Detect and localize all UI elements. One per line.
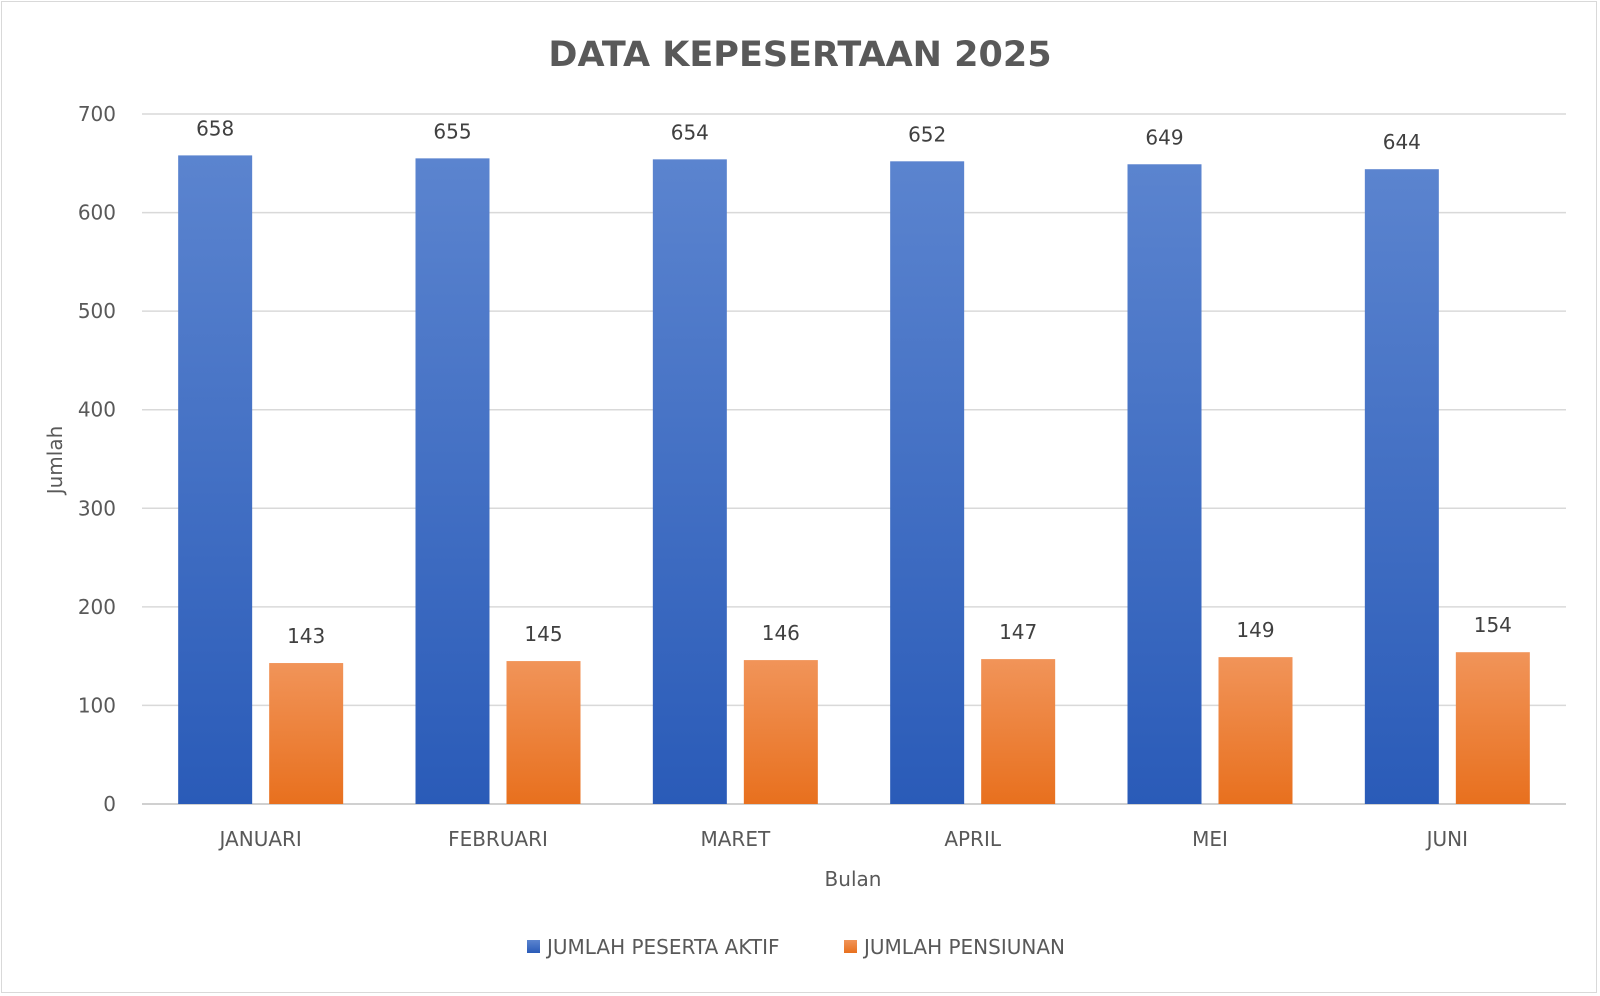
bar-aktif (652, 159, 727, 805)
y-axis-ticks: 0 100 200 300 400 500 600 700 (78, 102, 116, 816)
x-tick-label: MEI (1192, 827, 1228, 851)
data-label: 154 (1474, 613, 1512, 637)
y-tick-label: 600 (78, 201, 116, 225)
data-label: 147 (999, 620, 1037, 644)
data-label: 655 (433, 119, 471, 143)
bar-aktif (415, 158, 490, 804)
legend-label: JUMLAH PENSIUNAN (862, 935, 1065, 959)
data-label: 658 (196, 116, 234, 140)
bar-pensiunan (981, 659, 1056, 804)
legend: JUMLAH PESERTA AKTIF JUMLAH PENSIUNAN (527, 935, 1065, 959)
data-label: 644 (1383, 130, 1421, 154)
x-tick-label: FEBRUARI (448, 827, 548, 851)
chart-title: DATA KEPESERTAAN 2025 (548, 35, 1051, 75)
y-tick-label: 300 (78, 496, 116, 520)
x-axis-label: Bulan (825, 867, 882, 891)
bar-aktif (1364, 169, 1439, 804)
y-tick-label: 0 (103, 792, 116, 816)
gridlines (142, 113, 1566, 805)
bar-aktif (178, 155, 253, 804)
y-tick-label: 500 (78, 299, 116, 323)
x-tick-label: JANUARI (218, 827, 302, 851)
data-label: 149 (1236, 618, 1274, 642)
x-tick-label: APRIL (944, 827, 1002, 851)
bar-pensiunan (506, 661, 581, 804)
bar-aktif (1127, 164, 1202, 804)
bar-aktif (890, 161, 965, 805)
x-axis-ticks: JANUARI FEBRUARI MARET APRIL MEI JUNI (218, 827, 1469, 851)
legend-label: JUMLAH PESERTA AKTIF (545, 935, 780, 959)
y-tick-label: 200 (78, 595, 116, 619)
bar-pensiunan (743, 660, 818, 804)
bar-pensiunan (1455, 652, 1530, 804)
y-axis-label: Jumlah (43, 426, 67, 497)
bars (178, 155, 1530, 805)
data-label: 652 (908, 122, 946, 146)
bar-pensiunan (269, 663, 344, 804)
x-tick-label: MARET (700, 827, 770, 851)
legend-swatch (527, 940, 540, 953)
data-label: 145 (524, 622, 562, 646)
x-tick-label: JUNI (1425, 827, 1468, 851)
data-labels: 658 143 655 145 654 146 652 147 649 149 644 154 (196, 116, 1512, 648)
y-tick-label: 400 (78, 398, 116, 422)
y-tick-label: 700 (78, 102, 116, 126)
data-label: 146 (762, 621, 800, 645)
bar-pensiunan (1218, 657, 1293, 804)
data-label: 143 (287, 624, 325, 648)
data-label: 649 (1145, 125, 1183, 149)
legend-swatch (844, 940, 857, 953)
y-tick-label: 100 (78, 693, 116, 717)
data-label: 654 (671, 120, 709, 144)
